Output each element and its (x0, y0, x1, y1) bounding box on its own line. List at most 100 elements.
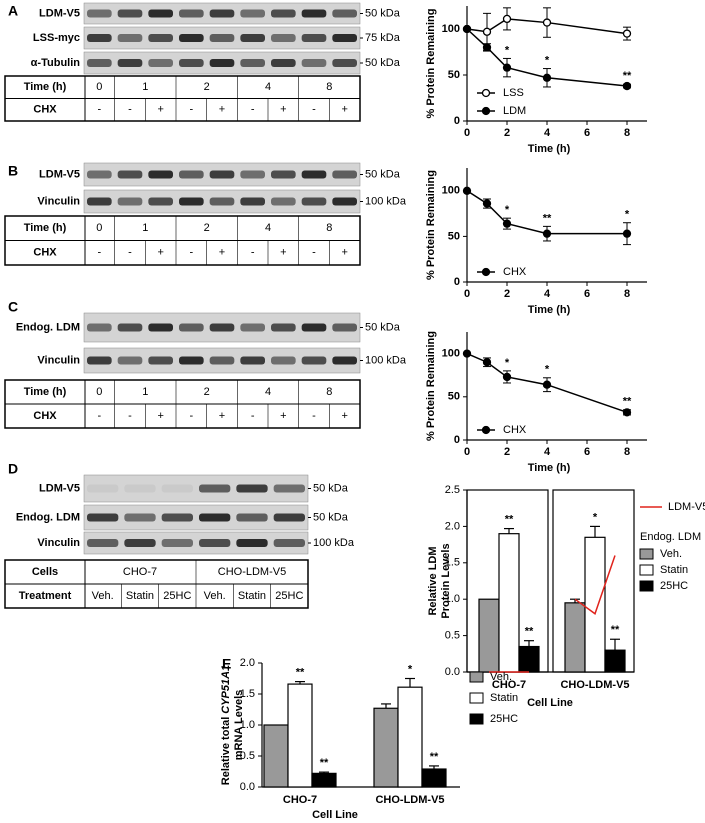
y-axis-title: % Protein Remaining (425, 8, 437, 118)
blot-band (87, 34, 112, 42)
y-axis-title-line: mRNA Levels (233, 690, 245, 761)
blot-band (148, 34, 173, 42)
blot-band (271, 323, 296, 332)
legend-label: CHX (503, 266, 527, 278)
data-point (622, 29, 632, 38)
table-cell: Veh. (204, 590, 226, 602)
x-tick-label: 2 (504, 127, 510, 139)
data-point (542, 73, 552, 82)
blot-band (148, 323, 173, 332)
blot-band (332, 9, 357, 18)
table-cell: - (189, 104, 193, 116)
size-marker: 100 kDa (365, 195, 407, 207)
table-cell: - (128, 410, 132, 422)
table-cell: - (312, 410, 316, 422)
blot-row-label: Endog. LDM (16, 321, 80, 333)
blot-band (117, 59, 143, 67)
bar (263, 724, 289, 788)
table-cell: + (219, 247, 225, 259)
table-cell: - (312, 104, 316, 116)
significance: * (408, 663, 413, 675)
table-header: Time (h) (24, 222, 67, 234)
blot-band (117, 356, 143, 365)
y-tick-label: 100 (442, 23, 460, 35)
data-point (462, 24, 472, 34)
significance: ** (505, 513, 514, 525)
table-cell: 25HC (163, 590, 191, 602)
blot-band (240, 197, 265, 206)
significance: * (505, 44, 510, 56)
blot-band (332, 34, 357, 42)
table-cell: + (280, 410, 286, 422)
size-marker: 100 kDa (313, 537, 355, 549)
table-cell: + (341, 247, 347, 259)
blot-band (240, 356, 265, 365)
y-tick-label: 100 (442, 348, 460, 360)
legend-label: Statin (660, 564, 688, 576)
table-cell: 1 (142, 222, 148, 234)
table-cell: 2 (204, 386, 210, 398)
size-marker: 100 kDa (365, 354, 407, 366)
blot-band (199, 539, 231, 547)
bar (604, 649, 626, 673)
table-cell: 8 (326, 222, 332, 234)
table-cell: 1 (142, 81, 148, 93)
blot-band (199, 484, 231, 493)
blot-band (179, 59, 204, 67)
table-cell: - (312, 247, 316, 259)
table-cell: 4 (265, 386, 271, 398)
data-point (542, 18, 552, 27)
blot-band (301, 356, 327, 365)
blot-band (209, 170, 235, 179)
blot-row-label: LDM-V5 (39, 482, 80, 494)
size-marker: 50 kDa (365, 57, 401, 69)
table-cell: + (157, 247, 163, 259)
blot-band (117, 323, 143, 332)
blot-band (240, 34, 265, 42)
panel-letter: E (222, 656, 231, 672)
x-axis-title: Time (h) (528, 143, 571, 155)
y-axis-title-line: Relative total (220, 717, 232, 785)
table-header: Time (h) (24, 81, 67, 93)
data-point (502, 14, 512, 24)
blot-band (271, 356, 296, 365)
legend-swatch (469, 713, 484, 725)
significance: * (593, 511, 598, 523)
panel-letter: A (8, 3, 18, 19)
blot-band (148, 197, 173, 206)
legend-title: Endog. LDM (640, 531, 701, 543)
x-tick-label: CHO-LDM-V5 (375, 794, 444, 806)
table-cell: + (157, 410, 163, 422)
table-cell: 0 (96, 386, 102, 398)
blot-band (209, 197, 235, 206)
legend-label: CHX (503, 424, 527, 436)
blot-band (332, 197, 357, 206)
y-axis-title: Relative total CYP51A1mRNA Levels (220, 665, 245, 785)
blot-band (209, 9, 235, 18)
table-header: CHX (33, 104, 57, 116)
y-tick-label: 0.0 (240, 781, 255, 793)
bar (518, 645, 540, 673)
blot-row-label: Vinculin (37, 537, 80, 549)
blot-band (271, 34, 296, 42)
legend-swatch (469, 692, 484, 704)
blot-band (124, 539, 156, 547)
blot-row-label: α-Tubulin (31, 57, 81, 69)
legend-marker (481, 88, 491, 98)
table-cell: + (280, 104, 286, 116)
y-tick-label: 0 (454, 115, 460, 127)
table-cell: + (219, 104, 225, 116)
blot-band (273, 484, 305, 493)
y-axis-title: Relative LDMProtein Levels (427, 543, 452, 618)
x-tick-label: 2 (504, 288, 510, 300)
x-tick-label: 4 (544, 446, 551, 458)
blot-row-label: LDM-V5 (39, 7, 80, 19)
size-marker: 50 kDa (365, 7, 401, 19)
blot-band (236, 513, 268, 522)
significance: ** (611, 624, 620, 636)
table-cell: - (251, 410, 255, 422)
blot-band (273, 513, 305, 522)
blot-band (87, 484, 119, 493)
blot-band (87, 356, 112, 365)
